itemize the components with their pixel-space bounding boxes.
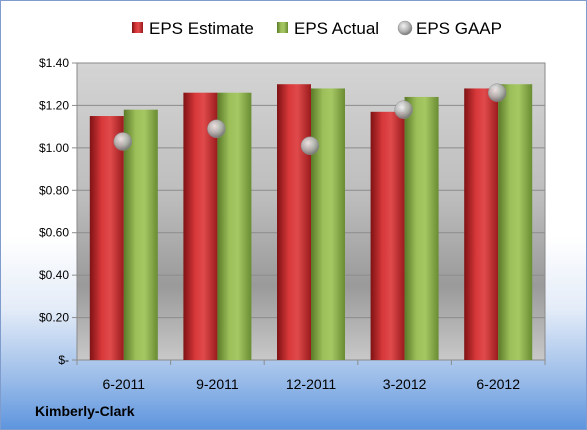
y-tick-label: $0.40 — [39, 268, 69, 282]
eps-gaap-marker — [300, 136, 320, 155]
bars — [89, 84, 533, 361]
legend-swatch — [277, 22, 288, 33]
eps-estimate-bar — [464, 88, 499, 360]
legend-item: EPS Estimate — [132, 19, 254, 38]
legend-label: EPS Estimate — [149, 19, 254, 38]
gaap-markers — [113, 83, 507, 155]
y-tick-label: $1.00 — [39, 141, 69, 155]
company-name: Kimberly-Clark — [35, 403, 135, 419]
legend-swatch — [397, 20, 413, 36]
eps-gaap-marker — [487, 83, 507, 102]
eps-actual-bar — [217, 92, 252, 360]
y-tick-label: $1.20 — [39, 98, 69, 112]
eps-gaap-marker — [113, 132, 133, 151]
y-tick-label: $0.60 — [39, 226, 69, 240]
eps-gaap-marker — [207, 119, 226, 139]
legend-swatch — [132, 22, 143, 33]
x-tick-label: 3-2012 — [383, 376, 427, 392]
eps-actual-bar — [123, 109, 158, 361]
x-tick-label: 6-2012 — [476, 376, 520, 392]
eps-actual-bar — [498, 84, 533, 360]
eps-actual-bar — [311, 88, 345, 360]
y-tick-label: $- — [58, 353, 69, 367]
eps-gaap-marker — [394, 100, 413, 119]
eps-estimate-bar — [183, 92, 218, 360]
x-tick-label: 6-2011 — [103, 376, 146, 392]
y-tick-label: $1.40 — [39, 56, 69, 70]
eps-estimate-bar — [89, 116, 124, 361]
x-tick-label: 12-2011 — [286, 376, 337, 392]
eps-estimate-bar — [277, 84, 311, 360]
legend-label: EPS GAAP — [416, 19, 502, 38]
legend-label: EPS Actual — [294, 19, 379, 38]
eps-actual-bar — [404, 96, 439, 360]
x-axis-ticks: 6-2011 9-2011 12-2011 3-2012 6-2012 — [76, 360, 546, 392]
y-tick-label: $0.80 — [39, 183, 69, 197]
y-tick-label: $0.20 — [39, 311, 69, 325]
legend-item: EPS Actual — [277, 19, 379, 38]
legend: EPS Estimate EPS Actual EPS GAAP — [132, 19, 502, 38]
eps-estimate-bar — [370, 111, 405, 361]
x-tick-label: 9-2011 — [196, 376, 239, 392]
legend-item: EPS GAAP — [397, 19, 502, 38]
y-axis-ticks: $- $0.20 $0.40 $0.60 $0.80 $1.00 $1.20 $1.40 — [39, 56, 77, 367]
